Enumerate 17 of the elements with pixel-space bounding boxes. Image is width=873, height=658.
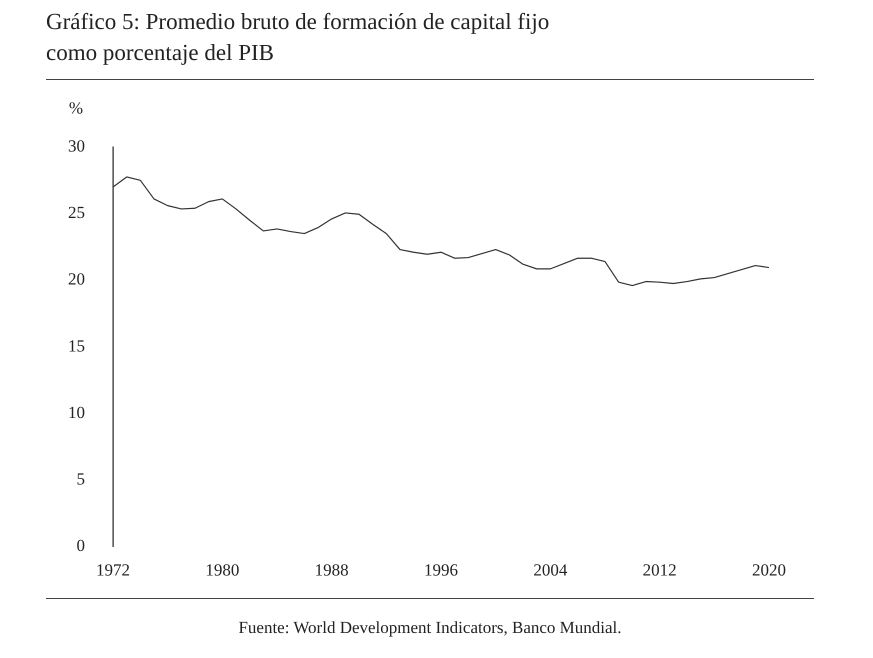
y-tick-label: 25 — [68, 203, 85, 222]
x-tick-label: 2012 — [642, 560, 677, 580]
y-tick-label: 10 — [68, 402, 85, 422]
x-tick-label: 1972 — [96, 560, 130, 580]
y-tick-label: 15 — [68, 336, 85, 356]
y-tick-label: 0 — [76, 536, 85, 556]
source-note: Fuente: World Development Indicators, Banco Mundial. — [237, 618, 623, 638]
y-tick-label: 30 — [68, 136, 85, 156]
y-tick-label: 20 — [68, 270, 85, 289]
x-tick-label: 1980 — [205, 560, 240, 580]
chart-title: Gráfico 5: Promedio bruto de formación de capital fijo como porcentaje del PIB — [46, 8, 550, 67]
x-tick-label: 1988 — [314, 560, 349, 580]
x-tick-label: 1996 — [424, 560, 458, 580]
x-tick-label: 2004 — [533, 560, 568, 580]
y-axis-title: % — [68, 98, 83, 118]
y-tick-label: 5 — [76, 469, 85, 488]
x-tick-label: 2020 — [752, 560, 786, 580]
